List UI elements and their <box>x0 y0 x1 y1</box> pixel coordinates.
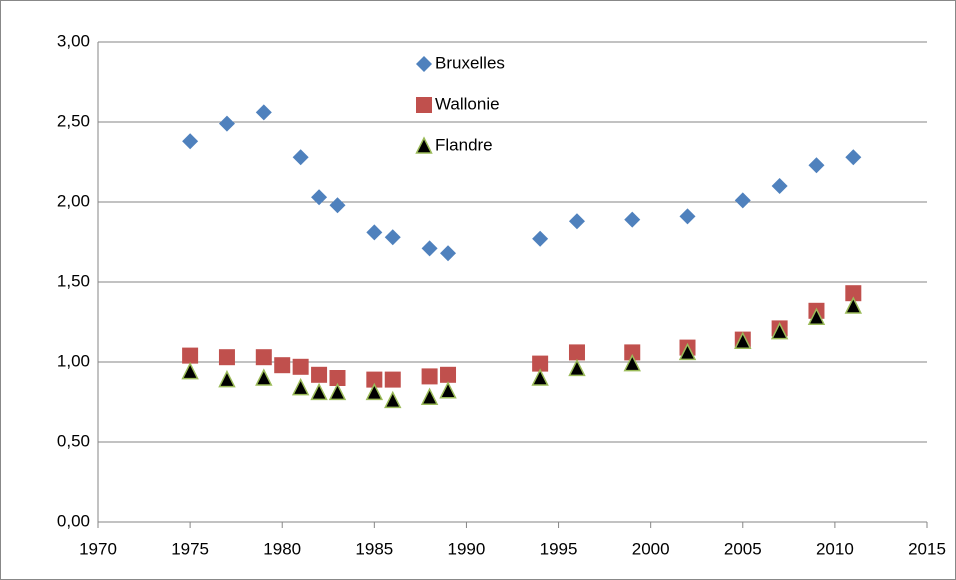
x-tick-label: 1995 <box>540 539 578 558</box>
point <box>274 357 291 374</box>
point <box>182 347 199 364</box>
y-tick-label: 2,50 <box>57 111 90 130</box>
point <box>440 245 457 262</box>
y-tick-label: 2,00 <box>57 191 90 210</box>
point <box>439 381 457 399</box>
legend-label: Flandre <box>435 135 493 154</box>
point <box>421 368 438 385</box>
x-tick-label: 1980 <box>263 539 301 558</box>
x-tick-label: 2010 <box>816 539 854 558</box>
legend-label: Bruxelles <box>435 53 505 72</box>
point <box>366 371 383 388</box>
x-tick-label: 1985 <box>355 539 393 558</box>
legend-label: Wallonie <box>435 94 500 113</box>
point <box>568 358 586 377</box>
point <box>734 331 752 349</box>
point <box>807 307 826 325</box>
point <box>531 368 549 386</box>
y-tick-label: 0,00 <box>57 511 90 530</box>
point <box>678 342 697 361</box>
point <box>845 149 862 166</box>
point <box>440 366 457 383</box>
point <box>311 189 328 206</box>
point <box>310 382 328 401</box>
point <box>624 211 641 228</box>
legend-marker <box>416 56 432 72</box>
point <box>568 213 585 230</box>
point <box>384 229 401 246</box>
x-tick-label: 2005 <box>724 539 762 558</box>
point <box>384 371 401 388</box>
point <box>734 192 751 209</box>
y-tick-label: 1,50 <box>57 271 90 290</box>
y-tick-label: 3,00 <box>57 31 90 50</box>
x-tick-label: 2015 <box>908 539 946 558</box>
point <box>255 104 272 121</box>
point <box>770 321 789 340</box>
point <box>844 296 863 314</box>
point <box>532 230 549 247</box>
point <box>291 377 310 396</box>
x-tick-label: 1970 <box>79 539 117 558</box>
x-tick-label: 2000 <box>632 539 670 558</box>
y-tick-label: 1,00 <box>57 351 90 370</box>
point <box>532 355 549 372</box>
point <box>384 390 402 409</box>
point <box>292 149 309 166</box>
point <box>679 208 696 225</box>
point <box>329 197 346 214</box>
point <box>255 368 273 386</box>
point <box>845 285 862 302</box>
point <box>182 133 199 150</box>
point <box>292 358 309 375</box>
point <box>328 382 347 401</box>
point <box>255 349 272 366</box>
y-tick-label: 0,50 <box>57 431 90 450</box>
point <box>420 387 439 405</box>
point <box>771 178 788 194</box>
point <box>365 382 384 401</box>
point <box>218 349 235 366</box>
point <box>366 224 383 241</box>
point <box>421 240 438 257</box>
x-tick-label: 1975 <box>171 539 209 558</box>
point <box>623 353 641 372</box>
x-tick-label: 1990 <box>448 539 486 558</box>
point <box>311 366 328 383</box>
legend-marker <box>416 97 432 113</box>
point <box>181 361 199 380</box>
point <box>568 344 585 361</box>
point <box>218 115 235 132</box>
point <box>218 369 236 388</box>
point <box>329 370 346 386</box>
legend-marker <box>415 136 433 154</box>
point <box>624 344 641 361</box>
point <box>808 157 825 174</box>
